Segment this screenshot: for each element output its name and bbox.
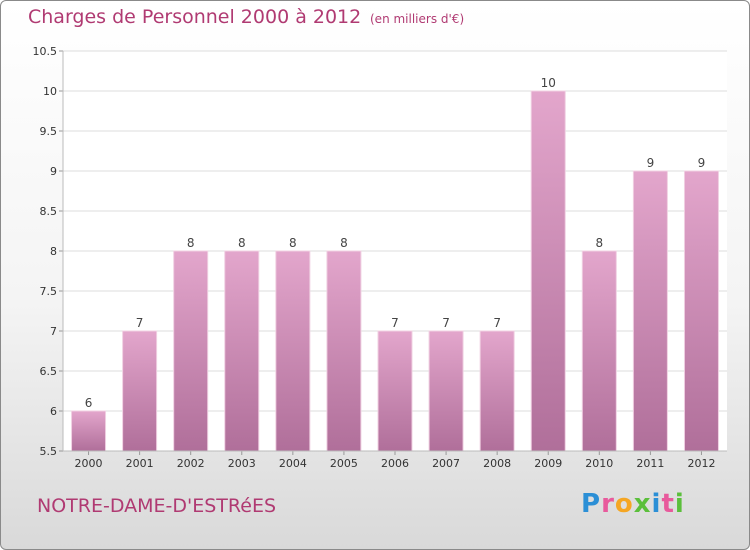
x-tick-label: 2003	[228, 457, 256, 470]
value-label: 7	[391, 316, 399, 330]
x-tick-label: 2002	[177, 457, 205, 470]
value-label: 7	[136, 316, 144, 330]
chart-title: Charges de Personnel 2000 à 2012	[28, 6, 362, 28]
x-tick-label: 2010	[585, 457, 613, 470]
bar-2000	[71, 410, 107, 452]
value-label: 8	[238, 236, 246, 250]
y-tick-label: 9.5	[40, 125, 58, 138]
value-label: 10	[541, 76, 556, 90]
y-tick-label: 6	[50, 405, 57, 418]
logo-letter: x	[633, 489, 652, 519]
y-tick-label: 8	[50, 245, 57, 258]
bar-2008	[479, 330, 515, 452]
x-tick-label: 2008	[483, 457, 511, 470]
x-tick-label: 2012	[687, 457, 715, 470]
logo-letter: o	[614, 489, 634, 519]
x-tick-label: 2001	[126, 457, 154, 470]
logo-letter: t	[661, 489, 675, 519]
y-tick-label: 10	[43, 85, 57, 98]
value-label: 6	[85, 396, 93, 410]
bar-2012	[683, 170, 719, 452]
x-tick-label: 2004	[279, 457, 307, 470]
bar-2003	[224, 250, 260, 452]
x-tick-label: 2000	[75, 457, 103, 470]
logo-letter: i	[651, 489, 662, 519]
bar-2009	[530, 90, 566, 452]
value-label: 7	[493, 316, 501, 330]
logo-letter: r	[601, 489, 615, 519]
y-tick-label: 8.5	[40, 205, 58, 218]
bar-2002	[173, 250, 209, 452]
y-tick-label: 9	[50, 165, 57, 178]
x-tick-label: 2006	[381, 457, 409, 470]
bars: 6 7 8 8 8 8 7 7 7 10 8 9 9	[71, 76, 719, 452]
bar-2006	[377, 330, 413, 452]
bar-2011	[632, 170, 668, 452]
value-label: 8	[187, 236, 195, 250]
value-label: 9	[647, 156, 655, 170]
x-tick-label: 2007	[432, 457, 460, 470]
bar-2001	[122, 330, 158, 452]
y-tick-labels: 5.5 6 6.5 7 7.5 8 8.5 9 9.5 10 10.5	[33, 45, 63, 458]
y-tick-label: 7	[50, 325, 57, 338]
x-tick-label: 2011	[636, 457, 664, 470]
x-tick-label: 2005	[330, 457, 358, 470]
bar-2007	[428, 330, 464, 452]
bar-2005	[326, 250, 362, 452]
y-tick-label: 6.5	[40, 365, 58, 378]
proxiti-logo[interactable]: Proxiti	[581, 489, 685, 519]
commune-name: NOTRE-DAME-D'ESTRéES	[37, 495, 277, 517]
value-label: 9	[698, 156, 706, 170]
chart-unit: (en milliers d'€)	[370, 12, 465, 26]
value-label: 8	[595, 236, 603, 250]
value-label: 8	[340, 236, 348, 250]
logo-letter: P	[581, 489, 602, 519]
bar-2010	[581, 250, 617, 452]
y-tick-label: 7.5	[40, 285, 58, 298]
logo-letter: i	[674, 489, 685, 519]
x-tick-labels: 2000 2001 2002 2003 2004 2005 2006 2007 2008 2009…	[75, 451, 715, 470]
bar-2004	[275, 250, 311, 452]
y-tick-label: 10.5	[33, 45, 58, 58]
value-label: 7	[442, 316, 450, 330]
y-tick-label: 5.5	[40, 445, 58, 458]
value-label: 8	[289, 236, 297, 250]
x-tick-label: 2009	[534, 457, 562, 470]
